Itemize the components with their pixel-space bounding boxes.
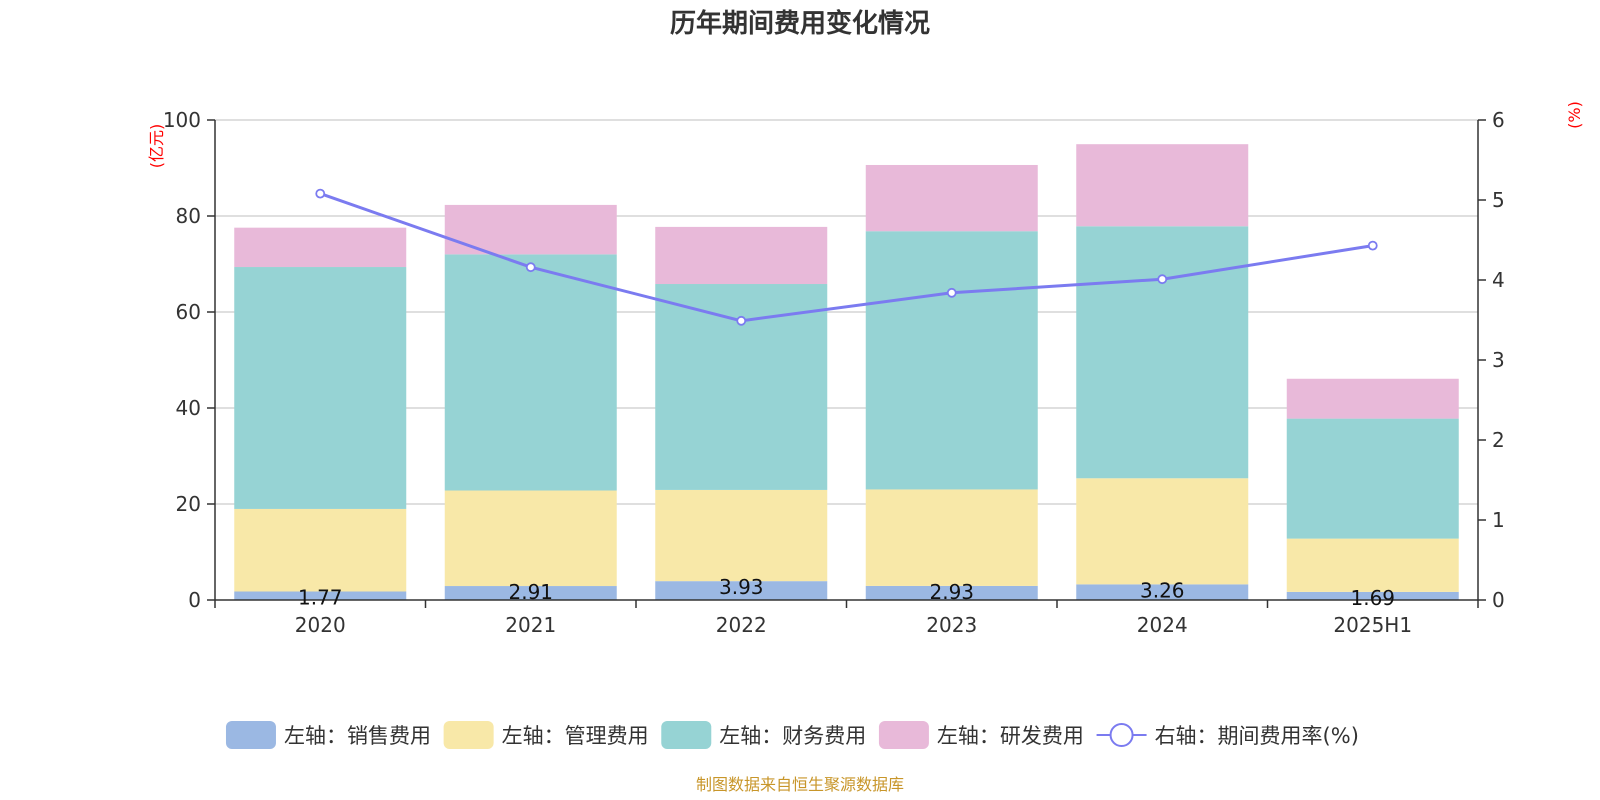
right-tick-label: 4 xyxy=(1492,268,1505,292)
left-tick-label: 100 xyxy=(163,108,201,132)
bar-segment xyxy=(865,585,1038,600)
left-tick-label: 80 xyxy=(176,204,201,228)
right-tick-label: 3 xyxy=(1492,348,1505,372)
bar-segment xyxy=(655,284,828,490)
legend-label: 左轴：研发费用 xyxy=(937,724,1084,748)
legend-label: 左轴：财务费用 xyxy=(719,724,866,748)
bar-segment xyxy=(234,227,407,268)
footer-source: 制图数据来自恒生聚源数据库 xyxy=(696,775,904,794)
bar-segment xyxy=(444,254,617,491)
bar-segment xyxy=(1286,378,1459,419)
x-tick-label: 2020 xyxy=(295,613,346,637)
x-tick-label: 2022 xyxy=(716,613,767,637)
bar-segment xyxy=(1076,144,1249,227)
left-axis-unit: (亿元) xyxy=(147,124,166,169)
bar-segment xyxy=(1076,478,1249,585)
legend-swatch xyxy=(878,721,929,749)
rate-point xyxy=(1367,240,1378,251)
x-tick-label: 2024 xyxy=(1137,613,1188,637)
left-tick-label: 0 xyxy=(188,588,201,612)
right-tick-label: 1 xyxy=(1492,508,1505,532)
bar-segment xyxy=(1076,584,1249,600)
bar-segment xyxy=(865,164,1038,232)
left-tick-label: 40 xyxy=(176,396,201,420)
legend-label: 左轴：管理费用 xyxy=(502,724,649,748)
bar-segment xyxy=(1076,226,1249,479)
bars xyxy=(234,144,1459,600)
grid-lines xyxy=(215,119,1478,505)
bar-segment xyxy=(1286,538,1459,592)
right-tick-label: 5 xyxy=(1492,188,1505,212)
data-label: 3.26 xyxy=(1140,578,1185,602)
rate-point xyxy=(525,262,536,273)
x-tick-label: 2023 xyxy=(926,613,977,637)
data-label: 2.91 xyxy=(508,580,553,604)
bar-segment xyxy=(865,489,1038,586)
data-label: 1.77 xyxy=(298,586,343,610)
bar-segment xyxy=(1286,591,1459,600)
legend: 左轴：销售费用 左轴：管理费用 左轴：财务费用 左轴：研发费用 右轴：期间费用率(%) xyxy=(225,721,1359,749)
legend-swatch xyxy=(661,721,712,749)
rate-line xyxy=(315,188,1378,326)
data-labels: 1.77 2.91 3.93 2.93 3.26 1.69 xyxy=(298,575,1395,610)
rate-point xyxy=(946,287,957,298)
right-tick-label: 6 xyxy=(1492,108,1505,132)
bar-segment xyxy=(655,581,828,600)
bar-segment xyxy=(444,586,617,600)
bar-segment xyxy=(655,226,828,285)
right-tick-label: 0 xyxy=(1492,588,1505,612)
chart-title: 历年期间费用变化情况 xyxy=(670,8,930,39)
left-tick-label: 20 xyxy=(176,492,201,516)
right-tick-label: 2 xyxy=(1492,428,1505,452)
legend-line-marker xyxy=(1109,723,1134,747)
legend-label: 左轴：销售费用 xyxy=(284,724,431,748)
bar-segment xyxy=(234,508,407,592)
rate-point xyxy=(315,188,326,199)
data-label: 1.69 xyxy=(1350,586,1395,610)
bar-segment xyxy=(234,267,407,509)
left-tick-label: 60 xyxy=(176,300,201,324)
bar-segment xyxy=(234,591,407,600)
data-label: 3.93 xyxy=(719,575,764,599)
rate-line-path xyxy=(319,192,1373,323)
legend-label: 右轴：期间费用率(%) xyxy=(1155,724,1359,748)
data-label: 2.93 xyxy=(929,580,974,604)
axes: 0 20 40 60 80 100 0 1 2 3 4 5 6 2020 2021 2022 2023 2024 2… xyxy=(147,101,1584,637)
x-tick-label: 2025H1 xyxy=(1333,613,1412,637)
bar-segment xyxy=(865,231,1038,490)
x-tick-label: 2021 xyxy=(505,613,556,637)
bar-segment xyxy=(444,490,617,587)
bar-segment xyxy=(1286,418,1459,539)
right-axis-unit: (%) xyxy=(1565,101,1584,129)
rate-point xyxy=(736,315,747,326)
bar-segment xyxy=(655,489,828,582)
legend-swatch xyxy=(443,721,494,749)
legend-swatch xyxy=(225,721,276,749)
rate-point xyxy=(1157,274,1168,285)
